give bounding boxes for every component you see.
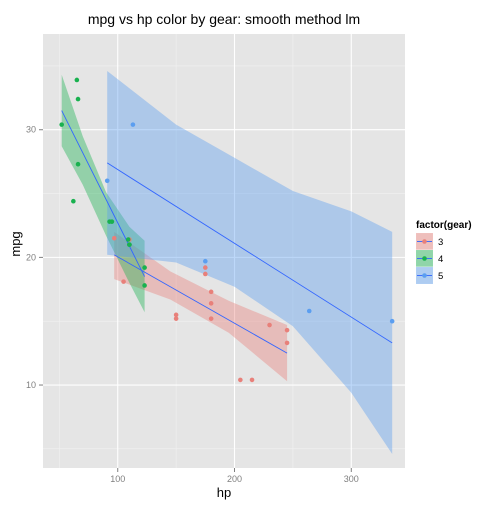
legend-key-point	[422, 256, 427, 261]
legend-title: factor(gear)	[416, 220, 472, 231]
data-point-gear-3	[173, 316, 179, 321]
y-tick-label: 20	[26, 252, 36, 262]
data-point-gear-5	[104, 178, 110, 184]
y-tick-label: 30	[26, 125, 36, 135]
data-point-gear-4	[127, 242, 132, 247]
data-points	[59, 77, 395, 383]
data-point-gear-4	[142, 283, 147, 288]
data-point-gear-4	[125, 237, 131, 242]
y-axis-label: mpg	[8, 231, 23, 256]
x-tick-label: 300	[344, 474, 359, 484]
data-point-gear-3	[203, 271, 208, 277]
data-point-gear-4	[74, 77, 80, 83]
data-point-gear-3	[267, 322, 272, 328]
data-point-gear-5	[306, 308, 312, 314]
fit-lines	[61, 110, 393, 354]
data-point-gear-3	[249, 377, 255, 383]
data-point-gear-3	[203, 265, 208, 270]
x-axis-label: hp	[217, 485, 231, 500]
data-point-gear-3	[111, 235, 117, 241]
data-point-gear-3	[208, 289, 214, 295]
data-point-gear-5	[389, 318, 395, 324]
data-point-gear-3	[238, 377, 243, 383]
data-point-gear-3	[173, 312, 179, 318]
legend: factor(gear) 3 4 5	[415, 220, 472, 285]
legend-label: 5	[438, 271, 443, 282]
data-point-gear-4	[75, 96, 81, 102]
x-tick-label: 200	[227, 474, 242, 484]
y-tick-label: 10	[26, 380, 36, 390]
data-point-gear-3	[121, 279, 126, 284]
data-point-gear-4	[142, 265, 147, 270]
data-point-gear-5	[203, 258, 208, 264]
x-axis: 100 200 300	[110, 468, 359, 484]
data-point-gear-3	[208, 301, 214, 306]
legend-label: 4	[438, 254, 443, 265]
fit-line-gear-4	[61, 110, 145, 277]
data-point-gear-5	[130, 122, 136, 127]
minor-gridlines	[43, 34, 405, 468]
fit-line-gear-3	[114, 254, 288, 354]
data-point-gear-4	[59, 122, 64, 127]
chart-title: mpg vs hp color by gear: smooth method l…	[88, 11, 360, 27]
y-axis: 10 20 30	[26, 125, 43, 390]
confidence-band-gear-5	[107, 71, 393, 454]
data-point-gear-4	[75, 161, 81, 167]
major-gridlines	[43, 34, 405, 468]
data-point-gear-4	[71, 198, 76, 204]
x-tick-label: 100	[110, 474, 125, 484]
data-point-gear-3	[284, 327, 290, 333]
legend-label: 3	[438, 237, 443, 248]
legend-key-point	[422, 273, 427, 278]
plot-panel	[43, 34, 405, 468]
data-point-gear-3	[208, 316, 214, 321]
legend-key-point	[422, 239, 427, 244]
data-point-gear-4	[109, 219, 115, 224]
data-point-gear-3	[284, 340, 290, 346]
confidence-band-gear-3	[114, 231, 288, 382]
fit-line-gear-5	[106, 162, 393, 344]
